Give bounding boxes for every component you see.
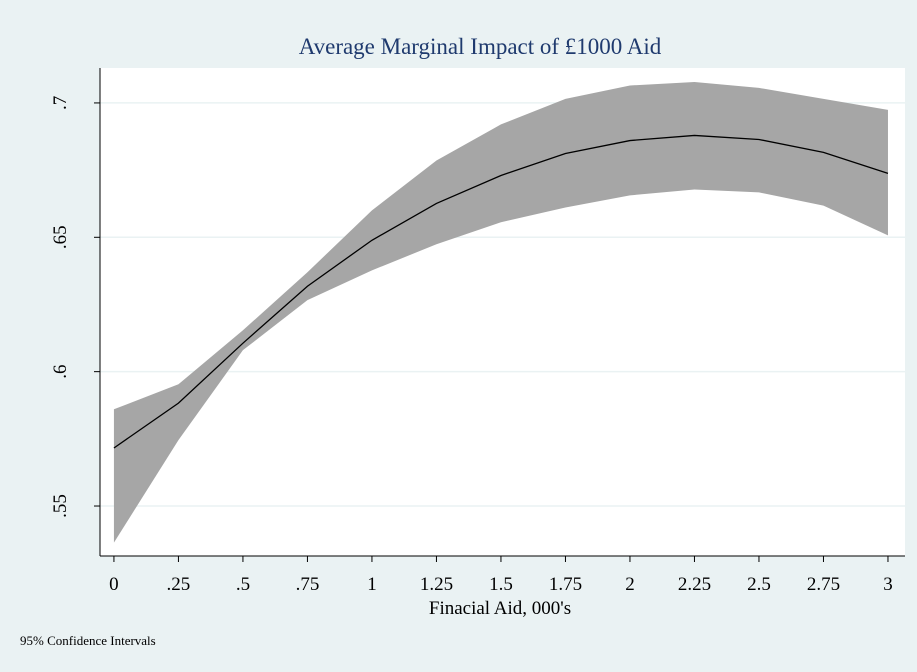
y-tick-label: .55: [50, 494, 71, 518]
x-tick-label: 1.5: [489, 574, 513, 595]
x-tick-label: 3: [883, 574, 893, 595]
x-tick-label: .5: [236, 574, 250, 595]
y-tick-label: .7: [50, 96, 71, 110]
x-tick-label: 2: [625, 574, 635, 595]
y-tick-label: .65: [50, 225, 71, 249]
x-axis-title: Finacial Aid, 000's: [429, 598, 571, 619]
x-tick-label: 2.5: [747, 574, 771, 595]
confidence-band: [113, 81, 888, 543]
chart-title: Average Marginal Impact of £1000 Aid: [299, 34, 662, 59]
x-tick-label: .75: [296, 574, 320, 595]
x-tick-label: 2.75: [807, 574, 840, 595]
line: [113, 134, 889, 449]
x-tick-label: 1: [367, 574, 377, 595]
x-tick-label: 1.75: [549, 574, 582, 595]
note: 95% Confidence Intervals: [20, 633, 156, 648]
x-tick-label: .25: [167, 574, 191, 595]
y-tick-label: .6: [50, 365, 71, 379]
x-tick-label: 0: [109, 574, 119, 595]
x-tick-label: 2.25: [678, 574, 711, 595]
x-tick-label: 1.25: [420, 574, 453, 595]
